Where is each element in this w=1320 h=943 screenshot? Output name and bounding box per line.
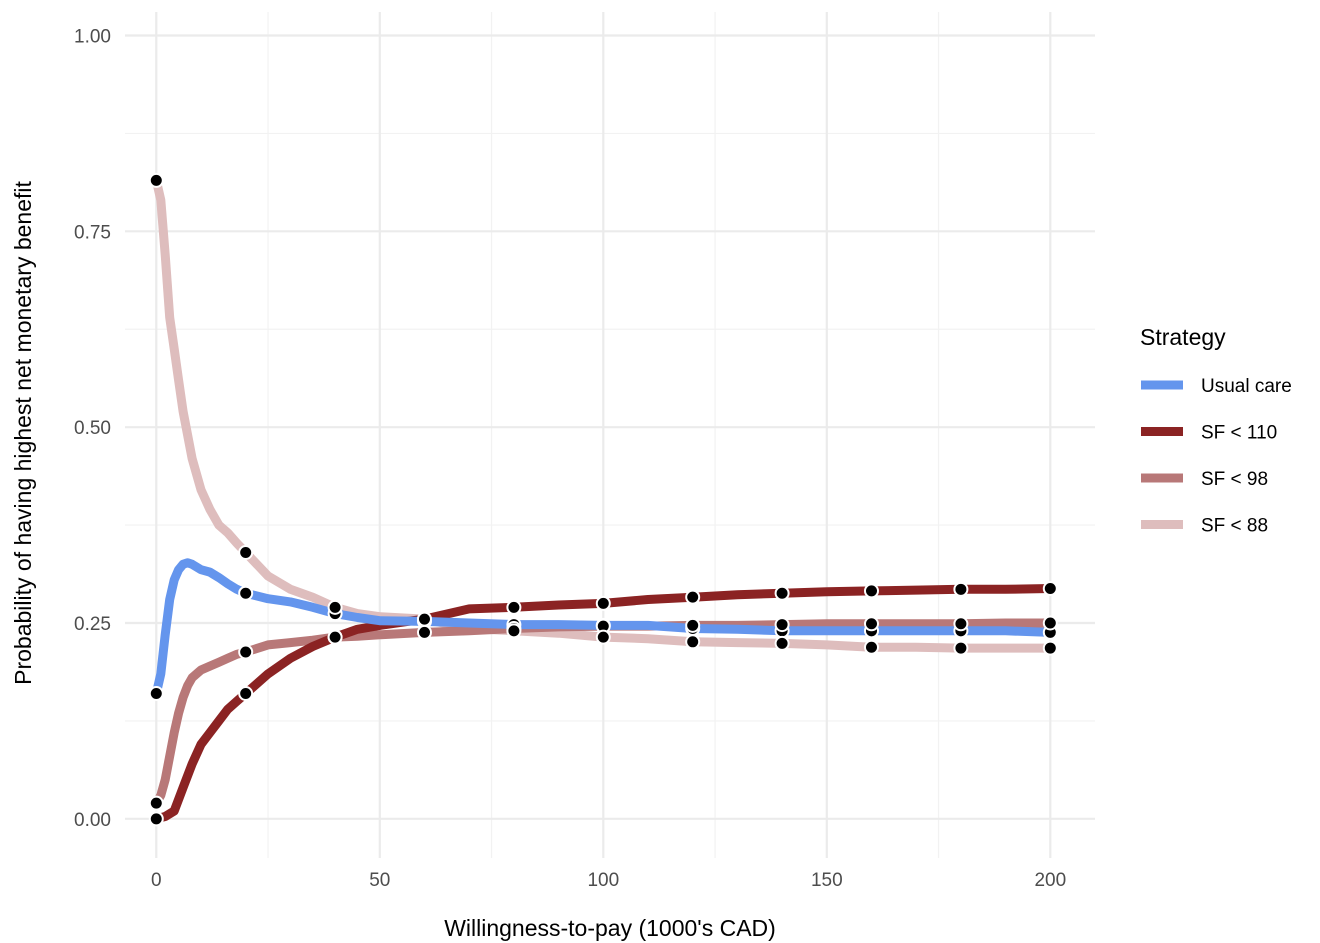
data-point-marker bbox=[685, 634, 701, 650]
data-point-marker bbox=[953, 616, 969, 632]
data-point-marker bbox=[774, 635, 790, 651]
data-point-marker bbox=[685, 617, 701, 633]
y-tick-label: 0.75 bbox=[74, 222, 111, 243]
x-tick-label: 0 bbox=[151, 870, 162, 891]
data-point-marker bbox=[148, 686, 164, 701]
data-point-marker bbox=[148, 795, 164, 811]
data-point-marker bbox=[1042, 581, 1058, 597]
legend-label: Usual care bbox=[1201, 376, 1292, 397]
y-axis-title: Probability of having highest net moneta… bbox=[10, 181, 36, 685]
data-point-marker bbox=[238, 686, 254, 701]
x-tick-label: 200 bbox=[1034, 870, 1066, 891]
data-point-marker bbox=[1042, 615, 1058, 631]
data-point-marker bbox=[327, 599, 343, 615]
x-tick-label: 100 bbox=[587, 870, 619, 891]
data-point-marker bbox=[148, 811, 164, 827]
data-point-marker bbox=[238, 585, 254, 601]
data-point-marker bbox=[685, 589, 701, 605]
legend: Strategy Usual care SF < 110 SF < 98 SF < 8… bbox=[1140, 324, 1292, 537]
data-point-marker bbox=[863, 583, 879, 599]
legend-title: Strategy bbox=[1140, 324, 1226, 350]
data-point-marker bbox=[774, 585, 790, 601]
data-point-marker bbox=[238, 644, 254, 660]
y-tick-label: 1.00 bbox=[74, 27, 111, 48]
data-point-marker bbox=[1042, 640, 1058, 656]
data-point-marker bbox=[238, 545, 254, 560]
y-tick-label: 0.00 bbox=[74, 810, 111, 831]
y-tick-label: 0.50 bbox=[74, 418, 111, 439]
data-point-marker bbox=[506, 599, 522, 615]
x-axis-title: Willingness-to-pay (1000's CAD) bbox=[444, 915, 776, 941]
data-point-marker bbox=[953, 581, 969, 597]
data-point-marker bbox=[595, 629, 611, 645]
data-point-marker bbox=[863, 639, 879, 655]
data-point-marker bbox=[774, 617, 790, 633]
y-tick-label: 0.25 bbox=[74, 614, 111, 635]
legend-label: SF < 98 bbox=[1201, 469, 1268, 490]
series-markers bbox=[148, 172, 1058, 827]
data-point-marker bbox=[416, 611, 432, 627]
legend-label: SF < 110 bbox=[1201, 423, 1277, 444]
x-tick-label: 50 bbox=[369, 870, 390, 891]
data-point-marker bbox=[506, 623, 522, 639]
data-point-marker bbox=[953, 640, 969, 656]
data-point-marker bbox=[327, 629, 343, 645]
series-line-sf-110 bbox=[155, 584, 1051, 824]
x-tick-label: 150 bbox=[811, 870, 843, 891]
data-point-marker bbox=[148, 172, 164, 188]
legend-label: SF < 88 bbox=[1201, 516, 1268, 537]
data-point-marker bbox=[863, 616, 879, 632]
data-point-marker bbox=[595, 595, 611, 611]
y-tick-labels: 0.00 0.25 0.50 0.75 1.00 bbox=[74, 27, 111, 831]
data-point-marker bbox=[416, 624, 432, 640]
x-tick-labels: 0 50 100 150 200 bbox=[151, 870, 1066, 891]
grid bbox=[125, 12, 1095, 858]
